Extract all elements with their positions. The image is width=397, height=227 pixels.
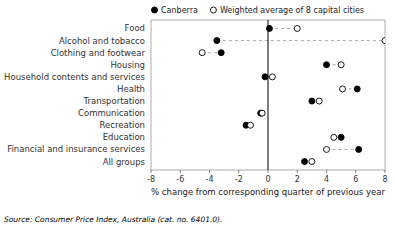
x-tick (180, 170, 181, 173)
connector (269, 28, 297, 29)
dot (356, 146, 362, 152)
x-tick-label: 4 (324, 175, 329, 184)
x-tick-label: 6 (353, 175, 358, 184)
x-tick (151, 170, 152, 173)
dot (309, 159, 315, 165)
x-axis: -8 -6 -4 -2 0 2 4 6 8 (147, 170, 388, 184)
dot (199, 50, 205, 56)
marks (199, 20, 385, 170)
category-label: Clothing and footwear (51, 48, 146, 58)
dot (382, 38, 385, 44)
dot (316, 98, 322, 104)
legend-swatch (210, 7, 216, 13)
dot (324, 146, 330, 152)
dot (338, 62, 344, 68)
category-label: Alcohol and tobacco (59, 36, 145, 46)
x-tick-label: -6 (176, 175, 184, 184)
x-tick (238, 170, 239, 173)
dot (266, 25, 272, 31)
category-label: Recreation (100, 120, 145, 130)
dot (302, 159, 308, 165)
x-tick-label: -8 (147, 175, 155, 184)
x-tick-label: -4 (206, 175, 214, 184)
dot (247, 122, 253, 128)
dot (262, 74, 268, 80)
x-tick (297, 170, 298, 173)
dot (269, 74, 275, 80)
dot (354, 86, 360, 92)
category-label: Transportation (83, 96, 145, 106)
category-label: All groups (103, 157, 146, 167)
connector (327, 149, 359, 150)
x-tick (209, 170, 210, 173)
legend-label: Canberra (161, 6, 198, 15)
category-label: Household contents and services (4, 72, 145, 82)
connector (217, 40, 385, 41)
legend-swatch (152, 7, 158, 13)
x-tick-label: 8 (382, 175, 387, 184)
dot (294, 25, 300, 31)
x-tick-label: -2 (235, 175, 243, 184)
x-tick (268, 170, 269, 173)
dot (331, 134, 337, 140)
reference-line (268, 20, 269, 170)
dot (309, 98, 315, 104)
legend-label: Weighted average of 8 capital cities (220, 6, 364, 15)
x-tick (326, 170, 327, 173)
annotation: Source: Consumer Price Index, Australia … (4, 215, 222, 224)
dot (218, 50, 224, 56)
x-tick (385, 170, 386, 173)
category-label: Communication (78, 108, 145, 118)
dot (338, 134, 344, 140)
plot-frame (151, 20, 385, 170)
category-label: Education (103, 132, 145, 142)
dot (324, 62, 330, 68)
legend: Canberra Weighted average of 8 capital ci… (152, 6, 364, 15)
y-axis-labels: Food Alcohol and tobacco Clothing and foot… (4, 23, 146, 166)
category-label: Financial and insurance services (7, 144, 145, 154)
x-tick-label: 2 (295, 175, 300, 184)
category-label: Food (125, 23, 145, 33)
category-label: Housing (110, 60, 145, 70)
category-label: Health (117, 84, 145, 94)
dot (259, 110, 265, 116)
x-tick (355, 170, 356, 173)
x-axis-label: % change from corresponding quarter of p… (151, 187, 385, 197)
dot (340, 86, 346, 92)
chart: Food Alcohol and tobacco Clothing and foot… (0, 0, 397, 227)
x-tick-label: 0 (265, 175, 270, 184)
dot (214, 38, 220, 44)
